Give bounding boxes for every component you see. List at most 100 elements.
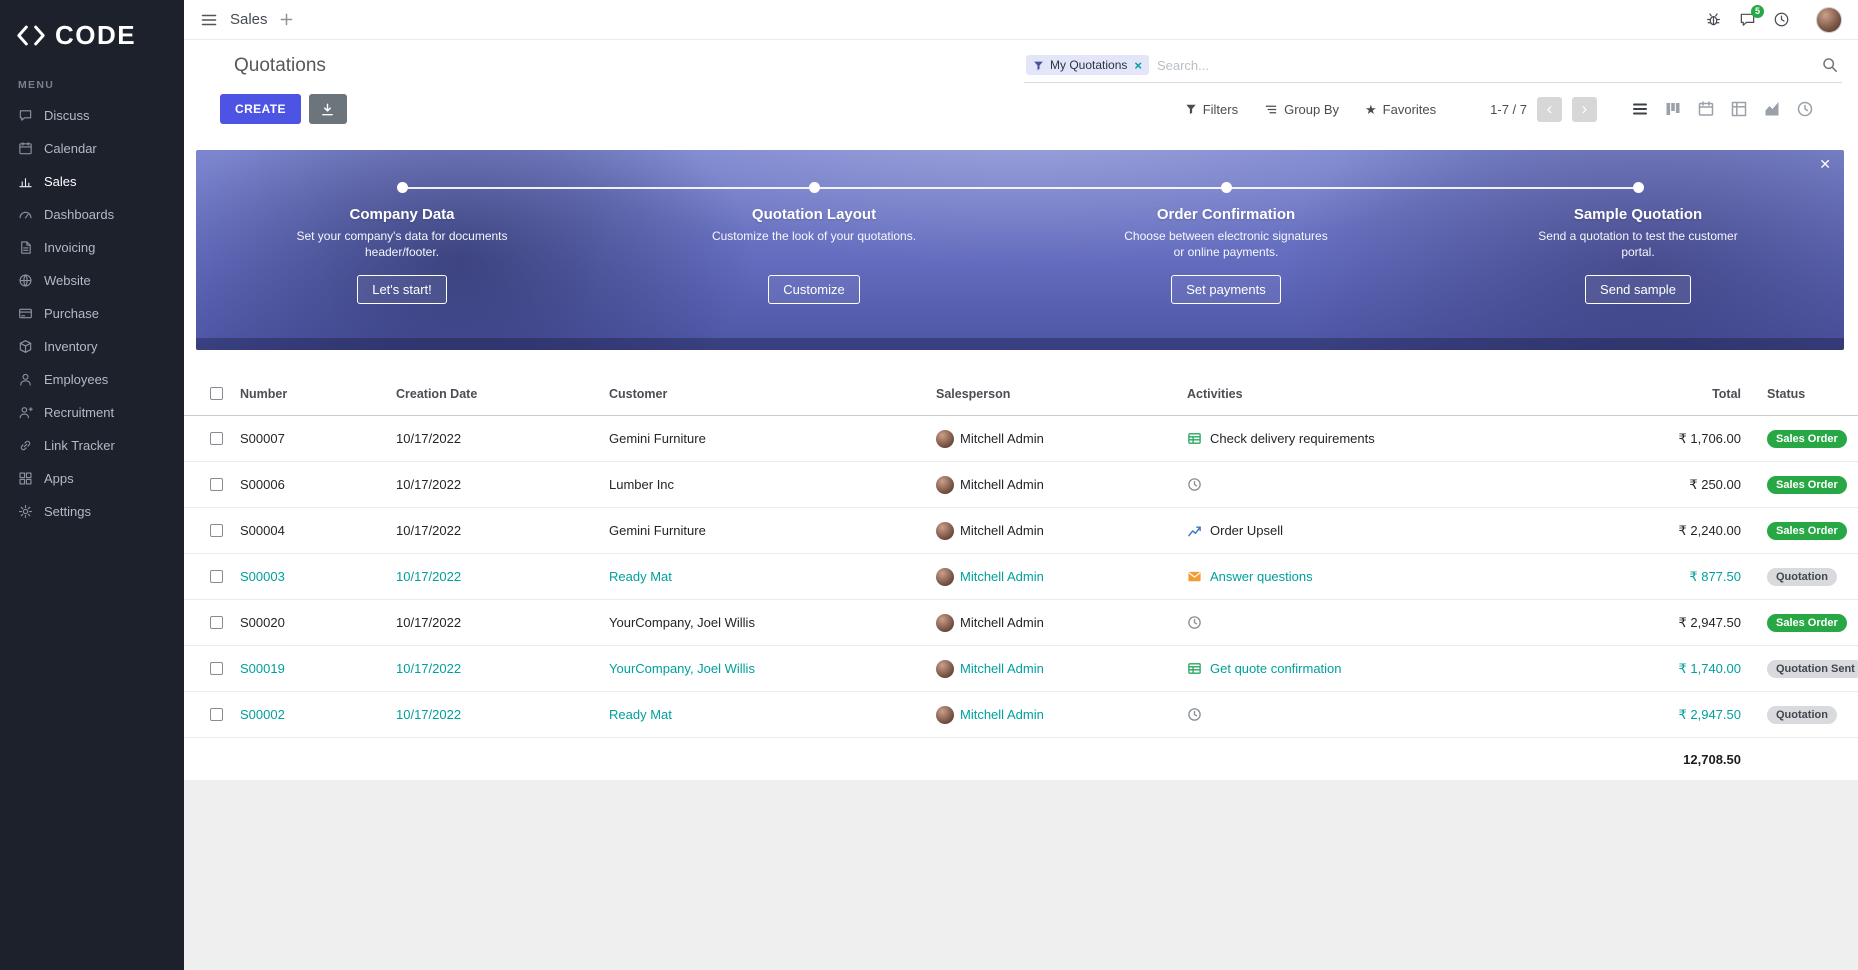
favorites-button[interactable]: ★ Favorites (1365, 101, 1437, 117)
pivot-view-icon[interactable] (1730, 100, 1748, 118)
cell-total: ₹ 250.00 (1689, 476, 1741, 492)
set-payments-button[interactable]: Set payments (1171, 275, 1281, 304)
sidebar-item-discuss[interactable]: Discuss (0, 99, 184, 132)
sidebar-item-link-tracker[interactable]: Link Tracker (0, 429, 184, 462)
column-header-total[interactable]: Total (1712, 386, 1741, 401)
cell-total: ₹ 2,240.00 (1678, 522, 1742, 538)
step-dot (808, 182, 820, 193)
column-header-number[interactable]: Number (240, 386, 288, 401)
kanban-view-icon[interactable] (1664, 100, 1682, 118)
cell-total: ₹ 877.50 (1689, 568, 1741, 584)
activities-badge (1798, 9, 1807, 18)
status-badge: Sales Order (1767, 521, 1847, 540)
step-dot (1632, 182, 1644, 193)
table-row[interactable]: S00003 10/17/2022 Ready Mat Mitchell Adm… (184, 554, 1858, 600)
sidebar-item-website[interactable]: Website (0, 264, 184, 297)
link-tracker-icon (20, 440, 31, 451)
select-all-checkbox[interactable] (210, 387, 223, 400)
sidebar-item-inventory[interactable]: Inventory (0, 330, 184, 363)
customize-button[interactable]: Customize (768, 275, 860, 304)
cell-date: 10/17/2022 (396, 661, 462, 676)
send-sample-button[interactable]: Send sample (1585, 275, 1691, 304)
table-row[interactable]: S00004 10/17/2022 Gemini Furniture Mitch… (184, 508, 1858, 554)
create-button[interactable]: CREATE (220, 94, 301, 124)
row-checkbox[interactable] (210, 708, 223, 721)
list-view-icon[interactable] (1631, 100, 1649, 118)
groupby-button[interactable]: Group By (1264, 102, 1339, 117)
banner-close-icon[interactable]: ✕ (1819, 156, 1831, 172)
sidebar-item-invoicing[interactable]: Invoicing (0, 231, 184, 264)
table-row[interactable]: S00006 10/17/2022 Lumber Inc Mitchell Ad… (184, 462, 1858, 508)
calendar-icon (19, 142, 32, 155)
column-header-salesperson[interactable]: Salesperson (936, 386, 1011, 401)
row-checkbox[interactable] (210, 662, 223, 675)
column-header-activities[interactable]: Activities (1187, 386, 1243, 401)
cell-date: 10/17/2022 (396, 523, 462, 538)
cell-number: S00007 (240, 431, 285, 446)
row-checkbox[interactable] (210, 524, 223, 537)
table-row[interactable]: S00002 10/17/2022 Ready Mat Mitchell Adm… (184, 692, 1858, 738)
employees-icon (20, 373, 31, 386)
logo-icon (16, 23, 46, 48)
cell-salesperson: Mitchell Admin (960, 569, 1044, 584)
cell-customer: YourCompany, Joel Willis (609, 661, 755, 676)
sidebar-item-dashboards[interactable]: Dashboards (0, 198, 184, 231)
facet-remove-icon[interactable]: × (1134, 57, 1142, 73)
cell-number: S00003 (240, 569, 285, 584)
column-header-status[interactable]: Status (1767, 386, 1806, 401)
sidebar-item-calendar[interactable]: Calendar (0, 132, 184, 165)
pager-prev-button[interactable]: ‹ (1537, 96, 1562, 122)
discuss-icon (19, 110, 32, 121)
status-badge: Sales Order (1767, 613, 1847, 632)
activities-clock-icon[interactable] (1773, 9, 1807, 28)
settings-icon (18, 504, 33, 519)
status-badge: Quotation (1767, 705, 1837, 724)
export-button[interactable] (308, 94, 347, 124)
search-icon[interactable] (1822, 57, 1838, 73)
table-footer-row: 12,708.50 (184, 738, 1858, 780)
salesperson-avatar (936, 705, 954, 724)
pager-next-button[interactable]: › (1572, 96, 1597, 122)
messages-icon[interactable]: 5 (1739, 5, 1764, 28)
plus-icon[interactable] (280, 13, 293, 26)
activity-list-icon (1187, 431, 1204, 446)
row-checkbox[interactable] (210, 432, 223, 445)
row-checkbox[interactable] (210, 616, 223, 629)
cell-number: S00004 (240, 523, 285, 538)
invoicing-icon (21, 241, 31, 254)
sidebar-item-apps[interactable]: Apps (0, 462, 184, 495)
activity-view-icon[interactable] (1796, 100, 1814, 118)
menu-section-label: MENU (18, 79, 55, 91)
graph-view-icon[interactable] (1763, 100, 1781, 118)
hamburger-menu-icon[interactable] (200, 11, 218, 29)
calendar-view-icon[interactable] (1697, 100, 1715, 118)
sidebar-item-settings[interactable]: Settings (0, 495, 184, 528)
row-checkbox[interactable] (210, 570, 223, 583)
search-input[interactable] (1156, 57, 1814, 73)
debug-bug-icon[interactable] (1705, 11, 1722, 28)
user-avatar[interactable] (1816, 6, 1842, 33)
logo[interactable]: CODE (0, 0, 184, 65)
salesperson-avatar (936, 429, 954, 448)
column-header-customer[interactable]: Customer (609, 386, 668, 401)
lets-start-button[interactable]: Let's start! (357, 275, 447, 304)
table-row[interactable]: S00020 10/17/2022 YourCompany, Joel Will… (184, 600, 1858, 646)
column-header-creation-date[interactable]: Creation Date (396, 386, 478, 401)
sidebar-item-purchase[interactable]: Purchase (0, 297, 184, 330)
sidebar: CODE MENU Discuss Calendar Sales Dashboa… (0, 0, 184, 970)
sales-icon (19, 178, 32, 188)
website-icon (19, 274, 32, 287)
sidebar-item-employees[interactable]: Employees (0, 363, 184, 396)
view-switcher (1631, 100, 1814, 118)
sidebar-item-sales[interactable]: Sales (0, 165, 184, 198)
page-title: Quotations (234, 55, 326, 76)
cell-salesperson: Mitchell Admin (960, 707, 1044, 722)
table-row[interactable]: S00019 10/17/2022 YourCompany, Joel Will… (184, 646, 1858, 692)
sidebar-item-recruitment[interactable]: Recruitment (0, 396, 184, 429)
cell-customer: Ready Mat (609, 707, 672, 722)
cell-date: 10/17/2022 (396, 431, 462, 446)
table-row[interactable]: S00007 10/17/2022 Gemini Furniture Mitch… (184, 416, 1858, 462)
row-checkbox[interactable] (210, 478, 223, 491)
search-facet[interactable]: My Quotations × (1026, 55, 1149, 75)
filters-button[interactable]: Filters (1185, 102, 1238, 117)
